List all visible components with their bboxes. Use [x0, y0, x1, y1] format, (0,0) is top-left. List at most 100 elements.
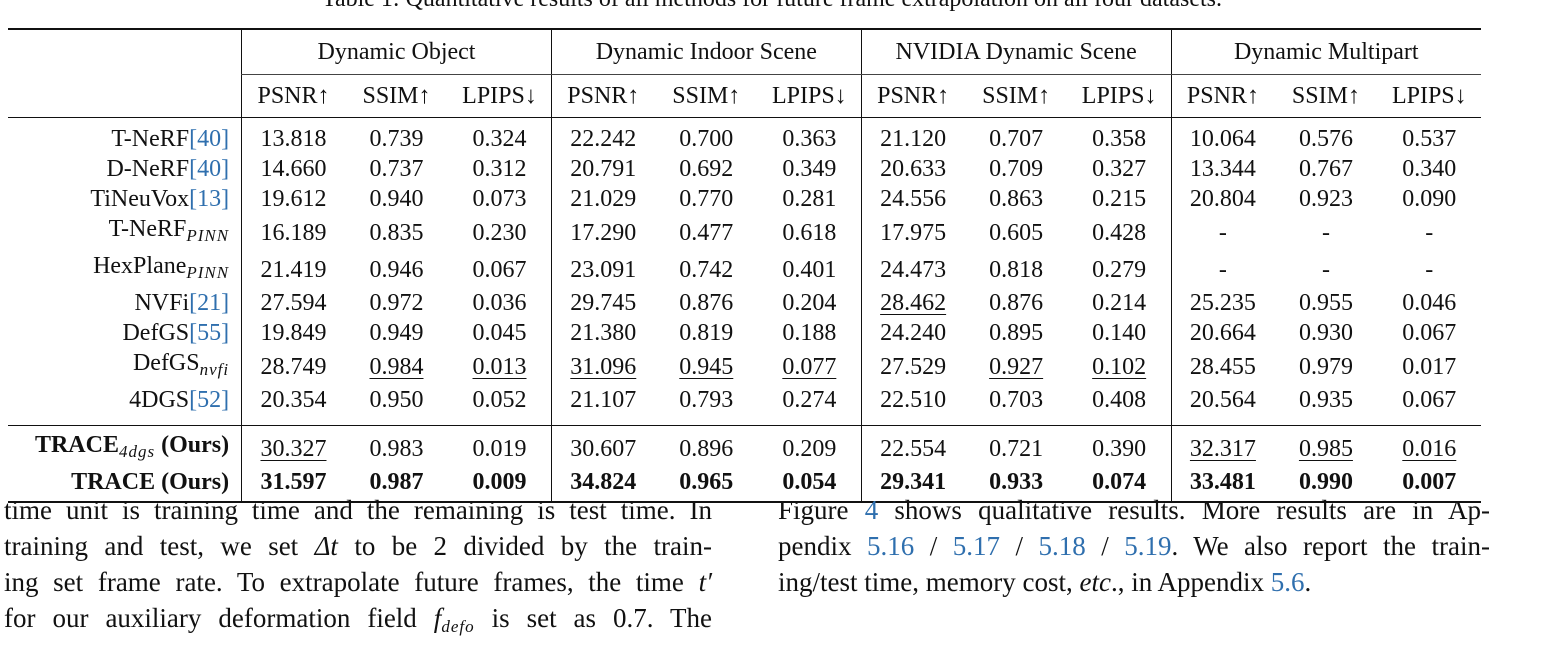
method-label: NVFi: [134, 290, 190, 316]
cell-value: 0.052: [472, 387, 527, 413]
table-cell: 21.107: [550, 385, 655, 426]
cell-value: 0.819: [679, 320, 734, 346]
cell-value: 0.090: [1402, 186, 1457, 212]
cell-value: 0.935: [1298, 387, 1353, 413]
appendix-link[interactable]: 5.16: [866, 531, 915, 561]
cell-value: 0.188: [782, 320, 837, 346]
table-cell: 0.949: [345, 318, 448, 348]
appendix-link[interactable]: 5.17: [952, 531, 1000, 561]
table-cell: 0.576: [1274, 117, 1378, 154]
table-cell: 0.045: [448, 318, 551, 348]
cell-value: 0.349: [782, 156, 837, 182]
citation-link[interactable]: [52]: [189, 387, 230, 413]
table-cell: 0.876: [655, 288, 758, 318]
citation-link[interactable]: [40]: [189, 126, 230, 152]
table-cell: 0.036: [448, 288, 551, 318]
table-cell: 0.703: [965, 385, 1068, 426]
table-cell: -: [1170, 251, 1275, 288]
cell-value: 0.955: [1298, 290, 1353, 316]
table-cell: 27.529: [860, 348, 965, 385]
table-cell: 0.007: [1377, 467, 1481, 503]
table-body: T-NeRF[40] 13.818 0.739 0.324 22.242 0.700 0.3…: [8, 117, 1481, 503]
table-cell: 13.818: [241, 117, 345, 154]
text-fragment: to be 2 divided by the train-: [337, 531, 712, 561]
left-column-text: time unit is training time and the remai…: [4, 492, 712, 645]
text-fragment: is set as 0.7. The: [474, 603, 712, 633]
table-cell: 27.594: [241, 288, 345, 318]
method-subscript: 4dgs: [118, 442, 156, 461]
table-cell: 0.016: [1377, 425, 1481, 467]
table-cell: 0.863: [965, 184, 1068, 214]
table-cell: 0.972: [345, 288, 448, 318]
table-cell: 0.876: [965, 288, 1068, 318]
table-cell: 0.767: [1274, 154, 1377, 184]
citation-link[interactable]: [55]: [189, 320, 230, 346]
cell-value: 29.745: [570, 290, 637, 316]
table-cell: 0.927: [965, 348, 1068, 385]
cell-value: 0.737: [369, 156, 424, 182]
table-cell: 0.923: [1274, 184, 1377, 214]
table-cell: 0.605: [965, 214, 1068, 251]
cell-value: 27.594: [260, 290, 327, 316]
cell-value: 13.818: [260, 126, 327, 152]
method-name: TiNeuVox[13]: [8, 184, 242, 214]
method-name: TRACE4dgs (Ours): [8, 425, 242, 467]
table-cell: 20.804: [1170, 184, 1275, 214]
cell-value: 0.358: [1092, 126, 1147, 152]
cell-value: 0.230: [472, 219, 527, 246]
table-cell: 0.281: [758, 184, 861, 214]
table-cell: 0.390: [1067, 425, 1172, 467]
text-fragment: ing/test time, memory cost,: [778, 567, 1080, 597]
cell-value: 0.279: [1092, 256, 1147, 283]
cell-value: 0.863: [989, 186, 1044, 212]
cell-value: 30.327: [260, 435, 327, 462]
cell-value: 0.215: [1092, 186, 1147, 212]
table-cell: 20.354: [241, 385, 345, 426]
cell-value: 14.660: [260, 156, 327, 182]
text-fragment: ing set frame rate. To extrapolate futur…: [4, 567, 699, 597]
cell-value: 0.709: [989, 156, 1044, 182]
cell-value: 20.354: [260, 387, 327, 413]
cell-value: 31.597: [260, 469, 327, 495]
method-label: T-NeRF: [108, 216, 187, 242]
table-row: DefGS[55] 19.849 0.949 0.045 21.380 0.819 0.18…: [8, 318, 1481, 348]
table-cell: 13.344: [1170, 154, 1275, 184]
method-label: TRACE: [71, 469, 156, 495]
text-fragment: .: [1304, 567, 1312, 597]
cell-value: 0.940: [369, 186, 424, 212]
appendix-link[interactable]: 5.18: [1038, 531, 1086, 561]
cell-value: 0.793: [679, 387, 734, 413]
citation-link[interactable]: [13]: [189, 186, 230, 212]
table-cell: 0.935: [1274, 385, 1377, 426]
cell-value: 24.473: [880, 256, 947, 283]
results-table-wrap: Dynamic Object Dynamic Indoor Scene NVID…: [8, 28, 1481, 503]
table-cell: 0.074: [1067, 467, 1172, 503]
cell-value: 0.363: [782, 126, 837, 152]
metric-header: LPIPS↓: [462, 83, 537, 109]
method-label: DefGS: [132, 350, 200, 376]
table-cell: 0.965: [654, 467, 758, 503]
table-row: DefGSnvfi 28.749 0.984 0.013 31.096 0.945 0.07…: [8, 348, 1481, 385]
method-name: DefGSnvfi: [8, 348, 242, 385]
table-cell: 0.987: [344, 467, 449, 503]
table-cell: 0.990: [1274, 467, 1378, 503]
table-cell: 0.214: [1068, 288, 1171, 318]
cell-value: 29.341: [880, 469, 947, 495]
figure-link[interactable]: 4: [864, 495, 879, 525]
cell-value: 0.876: [989, 290, 1044, 316]
cell-value: 0.281: [782, 186, 837, 212]
citation-link[interactable]: [40]: [189, 156, 230, 182]
table-cell: 0.408: [1068, 385, 1171, 426]
table-cell: -: [1378, 214, 1481, 251]
method-label: TiNeuVox: [90, 186, 190, 212]
citation-link[interactable]: [21]: [189, 290, 230, 316]
appendix-link[interactable]: 5.6: [1270, 567, 1305, 597]
cell-value: 0.036: [472, 290, 527, 316]
cell-value: 20.664: [1189, 320, 1256, 346]
cell-value: 0.703: [989, 387, 1044, 413]
cell-value: 0.818: [989, 256, 1044, 283]
cell-value: 0.618: [782, 219, 837, 246]
appendix-link[interactable]: 5.19: [1124, 531, 1172, 561]
cell-value: 0.274: [782, 387, 837, 413]
table-cell: 17.290: [550, 214, 655, 251]
